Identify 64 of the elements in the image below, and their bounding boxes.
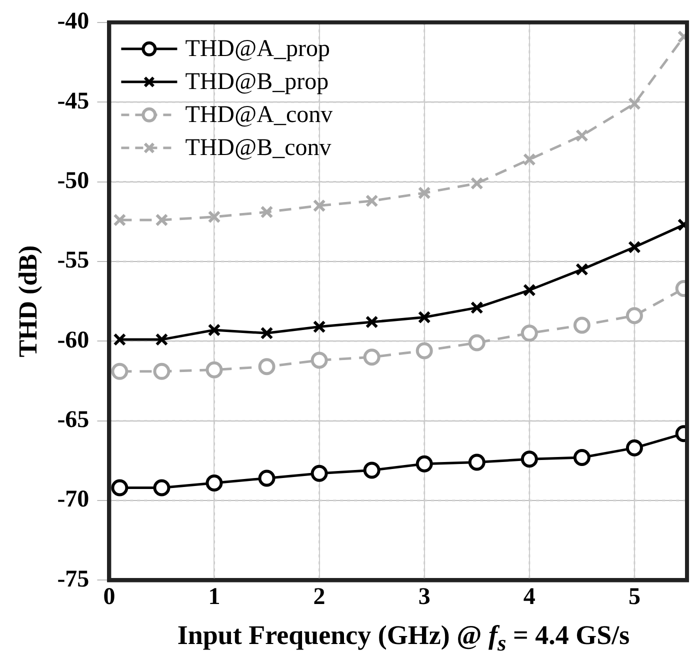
x-tick-label: 5 (628, 584, 640, 610)
point (470, 176, 484, 190)
point (628, 97, 641, 110)
point (365, 194, 378, 208)
point (418, 310, 431, 324)
x-tick-label: 4 (523, 584, 536, 610)
point (258, 358, 276, 376)
y-tick-label: -40 (57, 8, 90, 35)
point (111, 362, 128, 380)
point (155, 333, 168, 346)
y-tick-label: -70 (57, 486, 90, 513)
point (468, 334, 486, 352)
x-tick-label: 3 (418, 584, 430, 610)
point (363, 348, 380, 366)
point (206, 474, 223, 492)
point (365, 316, 378, 328)
point (522, 284, 536, 297)
point (310, 352, 328, 369)
x-tick-label: 2 (313, 584, 326, 610)
point (310, 464, 328, 482)
y-tick-label: -50 (57, 168, 90, 194)
point (575, 262, 588, 276)
point (416, 455, 433, 472)
point (628, 240, 641, 254)
point (260, 206, 274, 218)
point (113, 333, 126, 346)
point (573, 316, 590, 334)
point (522, 153, 536, 166)
point (208, 324, 221, 336)
x-tick-label: 0 (103, 584, 116, 610)
point (153, 362, 170, 380)
y-tick-label: -60 (57, 327, 90, 354)
point (626, 439, 643, 456)
point (416, 342, 433, 360)
x-tick-label: 1 (208, 584, 220, 610)
point (470, 301, 484, 314)
legend-label: THD@A_prop (185, 36, 330, 62)
point (111, 479, 128, 496)
y-axis-title: THD (dB) (13, 245, 42, 358)
point (363, 462, 380, 479)
y-tick-label: -65 (57, 407, 90, 434)
point (626, 307, 643, 324)
y-tick-label: -75 (57, 566, 90, 592)
x-axis-title: Input Frequency (GHz) @ f$_{s}$ = 4.4 GS/s (176, 620, 631, 656)
point (113, 214, 126, 226)
legend-label: THD@A_conv (185, 102, 333, 128)
point (260, 326, 274, 340)
point (520, 450, 538, 468)
point (312, 320, 326, 334)
legend-label: THD@B_prop (185, 69, 329, 96)
point (573, 448, 590, 466)
point (520, 324, 538, 342)
point (153, 479, 170, 496)
point (575, 129, 588, 142)
point (418, 186, 431, 200)
y-tick-label: -55 (57, 248, 90, 274)
y-tick-label: -45 (57, 88, 90, 114)
point (312, 199, 326, 212)
legend-label: THD@B_conv (185, 135, 332, 162)
point (155, 214, 168, 226)
point (208, 210, 221, 224)
point (468, 454, 486, 471)
point (206, 361, 223, 378)
point (258, 470, 276, 487)
